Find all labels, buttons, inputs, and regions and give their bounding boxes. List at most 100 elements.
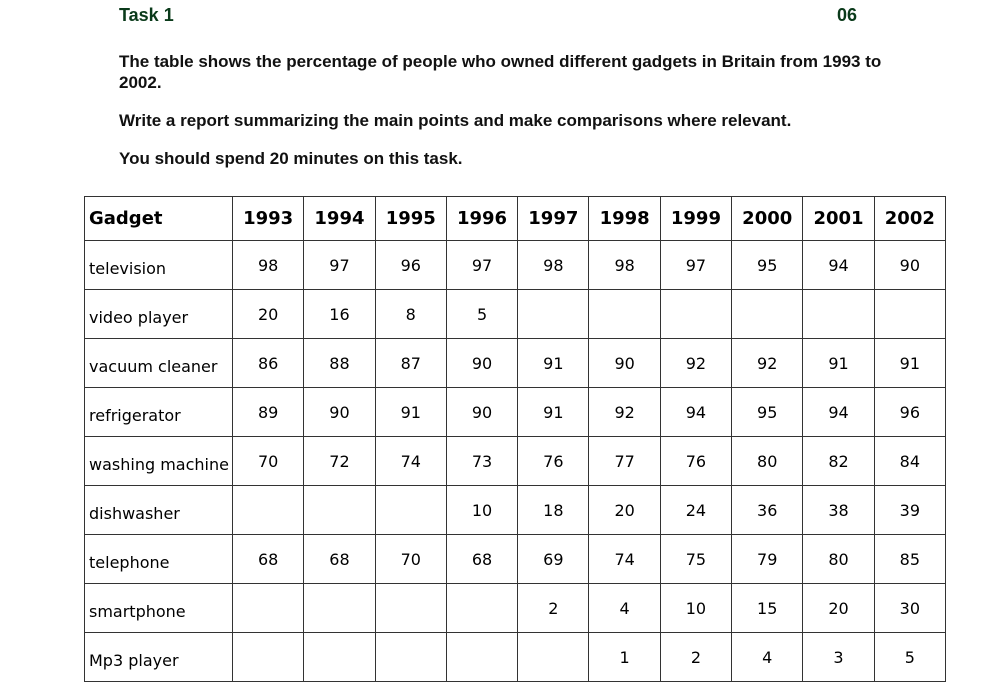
ownership-percent-cell: 68 <box>231 534 305 584</box>
ownership-percent-cell: 8 <box>374 289 447 339</box>
ownership-percent-cell: 68 <box>303 534 376 584</box>
task-title: Task 1 <box>119 5 174 25</box>
ownership-percent-cell: 5 <box>873 632 947 682</box>
task-instruction: Write a report summarizing the main poin… <box>119 111 792 130</box>
ownership-percent-cell: 3 <box>802 632 875 682</box>
ownership-percent-cell: 84 <box>873 436 947 486</box>
ownership-percent-cell: 94 <box>659 387 733 437</box>
column-header-year: 1996 <box>445 196 519 241</box>
ownership-percent-cell: 96 <box>374 240 447 290</box>
table-row: washing machine 70 72 74 73 76 77 76 80 82 84 <box>84 436 947 486</box>
ownership-percent-cell: 91 <box>374 387 447 437</box>
ownership-percent-cell <box>802 289 875 339</box>
table-row: telephone 68 68 70 68 69 74 75 79 80 85 <box>84 534 947 584</box>
ownership-percent-cell: 90 <box>873 240 947 290</box>
column-header-year: 2002 <box>873 196 947 241</box>
task-number: 06 <box>837 5 858 25</box>
ownership-percent-cell: 91 <box>802 338 875 388</box>
ownership-percent-cell: 1 <box>588 632 661 682</box>
ownership-percent-cell <box>374 632 447 682</box>
ownership-percent-cell: 74 <box>588 534 661 584</box>
table-row: video player 20 16 8 5 <box>84 289 947 339</box>
ownership-percent-cell: 10 <box>445 485 519 535</box>
ownership-percent-cell: 69 <box>517 534 590 584</box>
gadget-ownership-table: Gadget 1993 1994 1995 1996 1997 1998 199… <box>84 196 947 682</box>
ownership-percent-cell: 2 <box>659 632 733 682</box>
ownership-percent-cell: 98 <box>231 240 305 290</box>
ownership-percent-cell <box>445 632 519 682</box>
ownership-percent-cell <box>873 289 947 339</box>
ownership-percent-cell: 95 <box>731 387 804 437</box>
time-instruction: You should spend 20 minutes on this task… <box>119 149 463 168</box>
ownership-percent-cell: 20 <box>231 289 305 339</box>
ownership-percent-cell: 87 <box>374 338 447 388</box>
table-row: dishwasher 10 18 20 24 36 38 39 <box>84 485 947 535</box>
ownership-percent-cell: 16 <box>303 289 376 339</box>
ownership-percent-cell <box>659 289 733 339</box>
ownership-percent-cell: 72 <box>303 436 376 486</box>
ownership-percent-cell: 70 <box>231 436 305 486</box>
ownership-percent-cell: 98 <box>588 240 661 290</box>
gadget-name-cell: vacuum cleaner <box>84 338 233 388</box>
ownership-percent-cell: 92 <box>588 387 661 437</box>
ownership-percent-cell: 98 <box>517 240 590 290</box>
ownership-percent-cell: 18 <box>517 485 590 535</box>
ownership-percent-cell <box>517 632 590 682</box>
ownership-percent-cell: 10 <box>659 583 733 633</box>
ownership-percent-cell: 91 <box>517 387 590 437</box>
ownership-percent-cell: 97 <box>445 240 519 290</box>
ownership-percent-cell <box>374 583 447 633</box>
ownership-percent-cell: 88 <box>303 338 376 388</box>
ownership-percent-cell: 96 <box>873 387 947 437</box>
column-header-year: 1999 <box>659 196 733 241</box>
ownership-percent-cell <box>231 583 305 633</box>
ownership-percent-cell: 90 <box>445 338 519 388</box>
table-row: Mp3 player 1 2 4 3 5 <box>84 632 947 682</box>
column-header-year: 1997 <box>517 196 590 241</box>
gadget-name-cell: Mp3 player <box>84 632 233 682</box>
column-header-year: 1994 <box>303 196 376 241</box>
table-row: television 98 97 96 97 98 98 97 95 94 90 <box>84 240 947 290</box>
ownership-percent-cell: 74 <box>374 436 447 486</box>
ownership-percent-cell <box>231 485 305 535</box>
ownership-percent-cell: 5 <box>445 289 519 339</box>
ownership-percent-cell: 94 <box>802 240 875 290</box>
ownership-percent-cell: 82 <box>802 436 875 486</box>
gadget-name-cell: television <box>84 240 233 290</box>
ownership-percent-cell: 39 <box>873 485 947 535</box>
ownership-percent-cell: 95 <box>731 240 804 290</box>
ownership-percent-cell: 68 <box>445 534 519 584</box>
ownership-percent-cell: 94 <box>802 387 875 437</box>
ownership-percent-cell: 38 <box>802 485 875 535</box>
ownership-percent-cell <box>445 583 519 633</box>
ownership-percent-cell <box>303 485 376 535</box>
ownership-percent-cell: 20 <box>588 485 661 535</box>
table-header-row: Gadget 1993 1994 1995 1996 1997 1998 199… <box>84 196 947 241</box>
ownership-percent-cell <box>517 289 590 339</box>
ownership-percent-cell: 80 <box>802 534 875 584</box>
ownership-percent-cell: 85 <box>873 534 947 584</box>
column-header-year: 1998 <box>588 196 661 241</box>
gadget-name-cell: washing machine <box>84 436 233 486</box>
ownership-percent-cell <box>588 289 661 339</box>
ownership-percent-cell: 4 <box>588 583 661 633</box>
ownership-percent-cell: 73 <box>445 436 519 486</box>
ownership-percent-cell: 97 <box>303 240 376 290</box>
ownership-percent-cell: 86 <box>231 338 305 388</box>
column-header-year: 1995 <box>374 196 447 241</box>
ownership-percent-cell: 75 <box>659 534 733 584</box>
ownership-percent-cell: 92 <box>659 338 733 388</box>
table-row: refrigerator 89 90 91 90 91 92 94 95 94 96 <box>84 387 947 437</box>
ownership-percent-cell: 79 <box>731 534 804 584</box>
ownership-percent-cell: 76 <box>659 436 733 486</box>
gadget-name-cell: dishwasher <box>84 485 233 535</box>
column-header-year: 1993 <box>231 196 305 241</box>
ownership-percent-cell <box>231 632 305 682</box>
ownership-percent-cell: 91 <box>873 338 947 388</box>
ownership-percent-cell: 90 <box>588 338 661 388</box>
ownership-percent-cell <box>303 583 376 633</box>
table-row: smartphone 2 4 10 15 20 30 <box>84 583 947 633</box>
ownership-percent-cell: 97 <box>659 240 733 290</box>
gadget-name-cell: telephone <box>84 534 233 584</box>
ownership-percent-cell: 90 <box>445 387 519 437</box>
